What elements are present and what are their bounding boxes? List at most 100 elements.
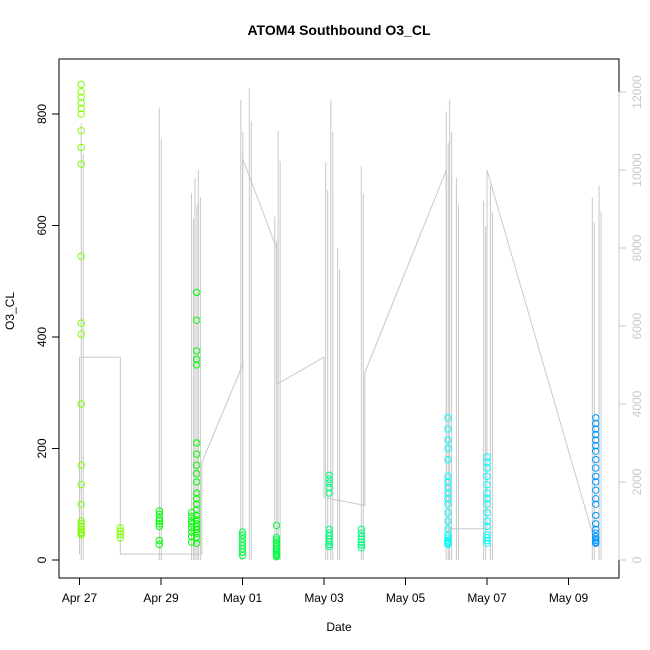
data-point [155,507,164,515]
data-point [592,447,600,455]
data-point [592,442,600,450]
data-point [77,481,85,489]
data-point [77,400,85,408]
data-point [592,500,600,508]
data-point [193,469,201,478]
data-point [77,461,85,469]
data-point [187,524,196,532]
data-point [193,520,201,528]
data-point [592,495,600,503]
data-point [483,522,491,531]
data-point [444,517,452,525]
data-point [444,508,452,517]
data-point [444,472,452,481]
data-point [483,534,491,542]
data-point [483,495,491,503]
data-point [592,525,600,533]
data-point [444,540,452,549]
y2-tick-label: 4000 [630,390,644,417]
data-point [155,522,164,531]
data-point [592,464,600,472]
data-point [193,461,201,469]
data-point [592,520,600,528]
x-tick-label: May 09 [549,591,589,605]
data-point [483,517,491,525]
data-point [77,531,85,539]
data-point [444,478,452,486]
data-point [592,486,600,494]
data-point [193,347,201,355]
data-point [77,93,85,102]
data-point [325,532,333,540]
data-point [592,539,600,547]
x-tick-label: May 07 [467,591,507,605]
data-point [483,472,491,481]
data-point [238,551,247,560]
data-point [193,288,201,297]
y2-tick-label: 6000 [630,312,644,339]
data-point [483,458,491,467]
y-tick-label: 800 [35,104,49,124]
data-point [592,478,600,486]
data-point [444,500,452,508]
data-point [325,483,333,492]
data-point [444,483,452,492]
data-point [357,544,366,552]
data-point [77,80,85,89]
data-point [77,88,85,96]
data-point [155,514,164,522]
data-point [193,529,201,537]
y2-tick-label: 10000 [630,153,644,187]
data-point [325,535,333,543]
y-tick-label: 200 [35,438,49,458]
data-point [77,500,85,508]
data-point [357,525,366,533]
axes-layer: Apr 27 Apr 29 May 01 May 03 May 05 May 07 May … [35,75,644,605]
data-point [193,478,201,486]
data-point [77,330,85,338]
y2-tick-label: 12000 [630,75,644,109]
data-point [483,489,491,497]
data-point [444,531,452,539]
data-point [155,517,164,525]
data-point [193,439,201,447]
data-point [193,495,201,503]
data-point [272,553,281,561]
x-tick-label: May 05 [386,591,426,605]
data-point [325,475,333,483]
data-point [193,525,201,533]
data-point [193,450,201,458]
x-tick-label: May 01 [223,591,263,605]
data-point [357,538,366,546]
data-point [77,520,85,528]
data-point [77,104,85,113]
data-point [325,471,333,479]
x-axis-label: Date [326,620,352,634]
data-point [187,538,196,546]
data-point [444,444,452,453]
data-point [155,520,164,528]
data-point [483,531,491,539]
data-point [193,539,201,547]
data-point [238,531,247,539]
y-tick-label: 400 [35,327,49,347]
data-point [444,495,452,503]
data-point [187,532,196,541]
y2-tick-label: 8000 [630,234,644,261]
data-point [193,489,201,497]
data-point [444,436,452,444]
data-point [325,542,333,551]
data-point [77,517,85,525]
data-point [193,534,201,542]
data-point [357,541,366,549]
data-point [325,489,333,497]
plot-layer [77,80,602,561]
data-point [592,436,600,444]
data-point [592,419,600,428]
data-point [444,414,452,422]
data-point [116,534,125,542]
data-point [483,500,491,508]
chart-title: ATOM4 Southbound O3_CL [247,22,430,38]
